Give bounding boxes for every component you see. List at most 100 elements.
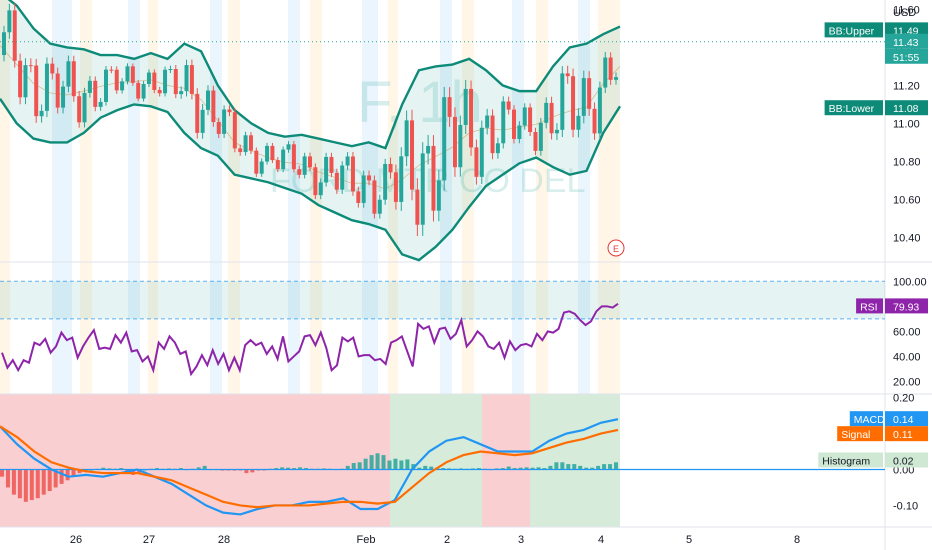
macd-histogram-bar [53,469,58,488]
session-band [362,0,378,394]
macd-pane[interactable] [0,418,885,516]
candle-body [211,90,216,123]
candle-body [608,57,613,80]
macd-tick-label: -0.10 [893,500,918,512]
candle-body [146,72,151,84]
bollinger-bb-upper-line [7,0,621,150]
macd-histogram-bar [399,460,404,470]
candle-body [168,69,173,71]
candle-body [125,66,130,82]
macd-histogram-bar [608,464,613,470]
macd-tag-value: 0.14 [893,414,914,426]
candle-body [18,60,23,98]
time-tick-label: 4 [598,534,604,546]
bollinger-band-fill [0,0,620,261]
candle-body [554,129,559,134]
macd-histogram-bar [286,467,291,470]
earnings-marker[interactable]: E [607,239,625,257]
candle-body [350,156,355,192]
time-tick-label: 27 [143,534,155,546]
rsi-band [0,281,885,319]
macd-histogram-bar [280,467,285,470]
candle-body [82,92,87,123]
earnings-circle[interactable] [607,239,625,257]
candle-body [479,127,484,177]
candle-body [367,175,372,181]
bb-upper-tag-value-bg [885,22,928,38]
macd-histogram-bar [423,465,428,470]
signal-tag-label-bg [837,426,883,442]
macd-zone [482,394,530,527]
macd-histogram-bar [0,469,4,477]
macd-histogram-bar [17,469,22,499]
candle-body [227,109,232,113]
time-tick-label: 26 [70,534,82,546]
signal-tag-value: 0.11 [893,429,913,441]
candle-body [452,116,457,168]
candle-body [469,88,474,148]
macd-histogram-bar [596,465,601,470]
candle-body [55,73,60,108]
macd-histogram-bar [602,464,607,470]
session-band [578,0,590,394]
candle-body [436,180,441,211]
candle-body [50,63,55,74]
candle-body [71,61,76,97]
candle-body [313,167,318,196]
bb-upper-tag-label: BB:Upper [829,25,875,37]
session-band [388,0,398,394]
session-band [148,0,158,394]
macd-histogram-bar [119,468,124,470]
macd-histogram-bar [512,468,517,470]
macd-zone [390,394,482,527]
candle-body [501,101,506,144]
candle-body [173,69,178,95]
rsi-pane[interactable] [0,280,885,377]
histogram-tag-value-bg [885,452,928,468]
macd-histogram-bar [369,455,374,470]
price-tick-label: 11.00 [893,118,920,130]
rsi-tick-label: 20.00 [893,376,921,388]
candle-body [136,82,141,99]
candle-body [442,97,447,181]
candle-body [415,189,420,225]
candle-body [393,172,398,202]
macd-histogram-bar [560,462,565,470]
candle-body [120,81,125,91]
macd-histogram-bar [476,468,481,470]
macd-histogram-bar [274,468,279,470]
macd-histogram-bar [584,467,589,470]
candle-body [420,153,425,225]
currency-label: USD [893,7,916,19]
macd-tick-label: 0.20 [893,393,914,405]
session-band [512,0,524,394]
candle-body [114,69,119,91]
candle-body [356,191,361,203]
candle-body [345,156,350,166]
price-pane[interactable] [0,0,885,262]
macd-histogram-bar [345,465,350,470]
candle-body [399,156,404,202]
candle-body [179,91,184,95]
macd-macd-line [0,418,619,516]
time-tick-label: 5 [686,534,692,546]
candle-body [243,135,248,153]
rsi-tick-label: 40.00 [893,351,921,363]
candle-body [361,175,366,203]
candle-body [2,32,6,56]
candle-body [222,109,227,134]
candle-body [383,163,388,200]
candle-body [61,86,66,108]
macd-tag-value-bg [885,411,928,427]
candle-body [248,135,253,151]
candle-body [286,144,291,150]
candle-body [549,102,554,134]
candle-body [474,147,479,177]
price-tick-label: 10.40 [893,232,921,244]
candle-body [404,120,409,157]
candle-body [458,124,463,168]
macd-histogram-bar [542,468,547,470]
macd-histogram-bar [357,462,362,470]
bb-lower-tag-value: 11.08 [893,103,919,115]
